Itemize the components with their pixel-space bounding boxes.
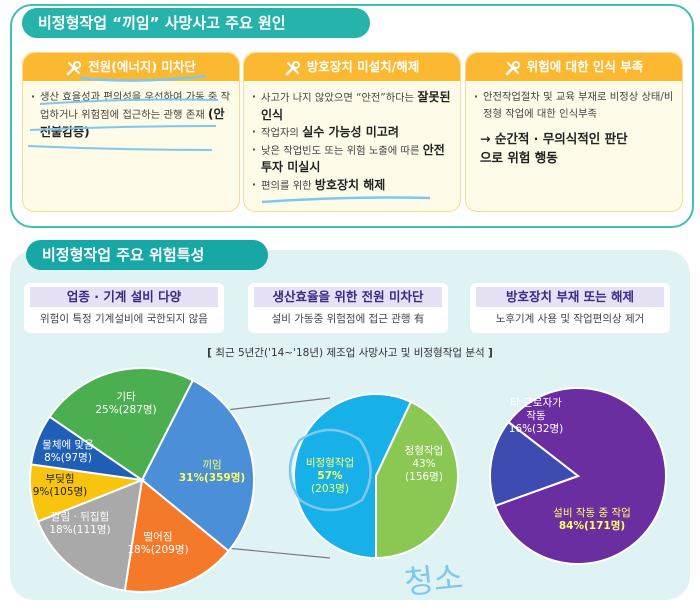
- list-item: 작업자의 실수 가능성 미고려: [252, 124, 454, 142]
- connector-line: [225, 397, 331, 411]
- list-item: 사고가 나지 않았으면 “안전”하다는 잘못된 인식: [252, 89, 454, 124]
- slice-label: 9%(105명): [33, 486, 88, 498]
- slice-label: 기타: [116, 391, 136, 403]
- slice-label: 8%(97명): [44, 452, 92, 464]
- pie-slice: [375, 400, 459, 560]
- handwritten-note: 청소: [402, 558, 465, 602]
- slice-label: 부딪힘: [46, 473, 75, 485]
- analysis-caption: [ 최근 5년간('14~'18년) 제조업 사망사고 및 비정형작업 분석 ]: [207, 347, 493, 359]
- cause-card-guard: 방호장치 미설치/해제 사고가 나지 않았으면 “안전”하다는 잘못된 인식 작…: [243, 52, 461, 212]
- slice-label: 깔림 · 뒤집힘: [51, 511, 109, 523]
- slice-label: 설비 작동 중 작업: [553, 506, 631, 519]
- slice-label: 18%(111명): [49, 524, 110, 536]
- feature-box: 방호장치 부재 또는 해제 노후기계 사용 및 작업편의상 제거: [470, 283, 670, 333]
- slice-label: 84%(171명): [559, 519, 625, 532]
- tools-icon: [66, 60, 82, 75]
- tools-icon: [505, 60, 520, 75]
- pie-slice: [489, 420, 581, 508]
- slice-label: 비정형작업: [306, 456, 354, 469]
- causes-title: 비정형작업 “끼임” 사망사고 주요 원인: [22, 8, 370, 38]
- tools-icon: [285, 60, 300, 75]
- cause-card-awareness: 위험에 대한 인식 부족 안전작업절차 및 교육 부재로 비정상 상태/비정형 …: [465, 52, 683, 212]
- slice-label: 작동: [526, 410, 546, 422]
- pie-slice: [36, 478, 144, 592]
- pie-slice: [48, 367, 195, 482]
- slice-label: 25%(287명): [95, 404, 156, 416]
- feature-label: 생산효율을 위한 전원 미차단: [254, 287, 442, 307]
- feature-label: 업종 · 기계 설비 다양: [30, 287, 218, 307]
- slice-label: 물체에 맞음: [42, 439, 94, 451]
- risk-title: 비정형작업 주요 위험특성: [26, 240, 268, 270]
- pie-slice: [140, 378, 255, 553]
- slice-label: 타 근로자가: [510, 397, 562, 409]
- slice-label: 43%: [412, 458, 435, 470]
- slice-label: 끼임: [202, 458, 221, 471]
- pie-slice: [493, 387, 667, 565]
- pie-slice: [123, 478, 230, 593]
- slice-label: 31%(359명): [179, 471, 245, 484]
- slice-label: 16%(32명): [509, 423, 564, 435]
- slice-label: 57%: [317, 470, 343, 482]
- cause-card-header: 방호장치 미설치/해제: [244, 53, 460, 81]
- cause-card-title: 위험에 대한 인식 부족: [526, 59, 644, 74]
- feature-text: 위험이 특정 기계설비에 국한되지 않음: [40, 313, 208, 325]
- slice-label: 18%(209명): [127, 544, 188, 556]
- connector-line: [225, 547, 331, 559]
- feature-text: 설비 가동중 위험점에 접근 관행 有: [271, 313, 425, 325]
- feature-box: 생산효율을 위한 전원 미차단 설비 가동중 위험점에 접근 관행 有: [248, 283, 448, 333]
- cause-card-title: 방호장치 미설치/해제: [306, 59, 420, 74]
- feature-box: 업종 · 기계 설비 다양 위험이 특정 기계설비에 국한되지 않음: [24, 283, 224, 333]
- slice-label: 정형작업: [405, 444, 444, 457]
- list-item: 편의를 위한 방호장치 해제: [252, 177, 454, 195]
- list-item: 안전작업절차 및 교육 부재로 비정상 상태/비정형 작업에 대한 인식부족: [474, 89, 676, 123]
- cause-card-title: 전원(에너지) 미차단: [88, 59, 196, 74]
- cause-card-header: 위험에 대한 인식 부족: [466, 53, 682, 81]
- slice-label: (203명): [311, 483, 349, 495]
- feature-text: 노후기계 사용 및 작업편의상 제거: [495, 313, 645, 325]
- list-item: 낮은 작업빈도 또는 위험 노출에 따른 안전 투자 미실시: [252, 142, 454, 177]
- slice-label: 떨어짐: [144, 531, 173, 543]
- awareness-conclusion: → 순간적 · 무의식적인 판단 으로 위험 행동: [480, 131, 628, 165]
- feature-label: 방호장치 부재 또는 해제: [476, 287, 664, 307]
- cause-bullets: 안전작업절차 및 교육 부재로 비정상 상태/비정형 작업에 대한 인식부족: [474, 89, 676, 123]
- cause-bullets: 사고가 나지 않았으면 “안전”하다는 잘못된 인식 작업자의 실수 가능성 미…: [252, 89, 454, 194]
- slice-label: (156명): [405, 471, 443, 483]
